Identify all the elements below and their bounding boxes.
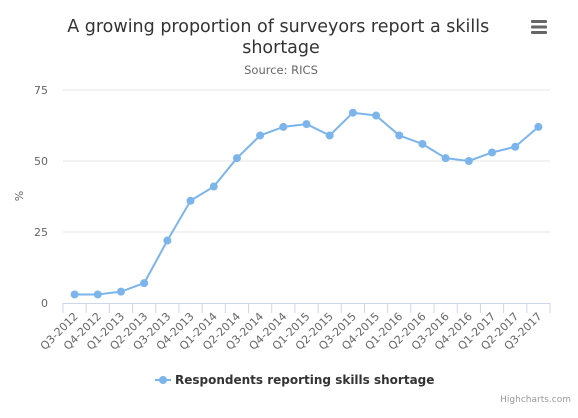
data-point[interactable] bbox=[488, 148, 497, 157]
y-axis-ticks: 0 25 50 75 bbox=[34, 84, 48, 310]
chart-subtitle: Source: RICS bbox=[244, 63, 318, 77]
x-axis-ticks: Q3-2012Q4-2012Q1-2013Q2-2013Q3-2013Q4-20… bbox=[38, 310, 545, 353]
data-point[interactable] bbox=[140, 279, 149, 288]
data-point[interactable] bbox=[209, 182, 218, 191]
series-group bbox=[70, 108, 543, 299]
credits-link[interactable]: Highcharts.com bbox=[500, 395, 571, 405]
y-axis-title: % bbox=[13, 191, 26, 201]
x-axis bbox=[62, 303, 551, 313]
data-point[interactable] bbox=[232, 154, 241, 163]
y-tick-label: 50 bbox=[34, 155, 48, 168]
data-point[interactable] bbox=[186, 196, 195, 205]
data-point[interactable] bbox=[93, 290, 102, 299]
legend-item-label[interactable]: Respondents reporting skills shortage bbox=[175, 373, 434, 387]
legend[interactable]: Respondents reporting skills shortage bbox=[155, 373, 434, 387]
chart-title: A growing proportion of surveyors report… bbox=[67, 17, 495, 58]
data-point[interactable] bbox=[441, 154, 450, 163]
chart-context-menu-button[interactable] bbox=[525, 14, 553, 40]
data-point[interactable] bbox=[325, 131, 334, 140]
data-point[interactable] bbox=[163, 236, 172, 245]
data-point[interactable] bbox=[348, 108, 357, 117]
legend-marker-symbol[interactable] bbox=[159, 376, 167, 384]
y-tick-label: 0 bbox=[41, 297, 48, 310]
chart-title-line-1: A growing proportion of surveyors report… bbox=[67, 17, 489, 37]
data-point[interactable] bbox=[116, 287, 125, 296]
grid-lines bbox=[63, 89, 550, 233]
series-line bbox=[73, 111, 540, 296]
data-point[interactable] bbox=[534, 122, 543, 131]
data-point[interactable] bbox=[70, 290, 79, 299]
data-point[interactable] bbox=[464, 157, 473, 165]
hamburger-menu-icon[interactable] bbox=[531, 20, 547, 34]
data-point[interactable] bbox=[418, 139, 427, 148]
data-point[interactable] bbox=[395, 131, 404, 140]
chart-title-line-2: shortage bbox=[242, 38, 320, 58]
data-point[interactable] bbox=[511, 142, 520, 151]
y-tick-label: 75 bbox=[34, 84, 48, 97]
data-point[interactable] bbox=[279, 122, 288, 131]
data-point[interactable] bbox=[256, 131, 265, 140]
data-point[interactable] bbox=[302, 120, 311, 129]
y-tick-label: 25 bbox=[34, 226, 48, 239]
data-point[interactable] bbox=[372, 111, 381, 120]
